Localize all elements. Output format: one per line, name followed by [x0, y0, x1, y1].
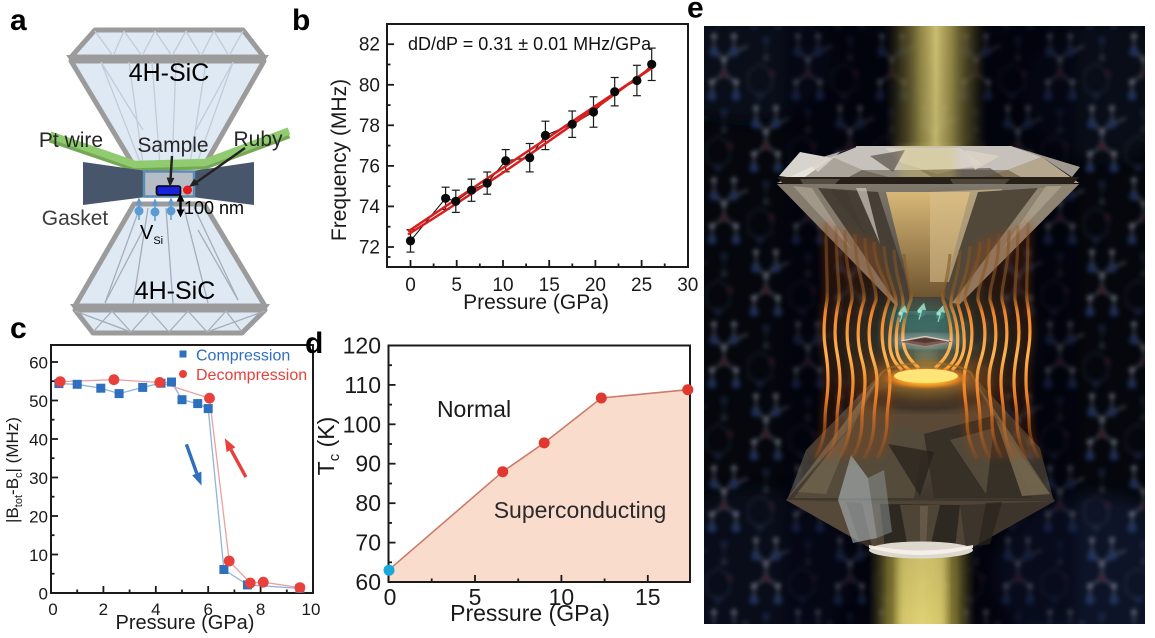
- svg-text:e: e: [687, 0, 704, 25]
- svg-text:4H-SiC: 4H-SiC: [135, 277, 216, 305]
- svg-text:|Btot-Bc| (MHz): |Btot-Bc| (MHz): [3, 417, 25, 523]
- svg-text:a: a: [10, 4, 27, 37]
- svg-text:20: 20: [585, 275, 606, 296]
- svg-text:110: 110: [344, 372, 381, 398]
- svg-text:72: 72: [359, 238, 380, 259]
- svg-text:Pt wire: Pt wire: [39, 129, 103, 152]
- svg-text:78: 78: [359, 116, 380, 137]
- svg-text:Decompression: Decompression: [196, 367, 307, 384]
- svg-text:Gasket: Gasket: [42, 207, 109, 230]
- svg-text:Compression: Compression: [196, 348, 290, 365]
- svg-text:Ruby: Ruby: [233, 128, 283, 151]
- svg-text:4: 4: [151, 600, 160, 619]
- svg-text:Pressure (GPa): Pressure (GPa): [463, 291, 609, 314]
- svg-text:5: 5: [469, 584, 482, 610]
- svg-text:0: 0: [384, 584, 397, 610]
- svg-text:15: 15: [635, 584, 661, 610]
- svg-text:0: 0: [405, 275, 416, 296]
- svg-text:5: 5: [451, 275, 462, 296]
- svg-text:25: 25: [631, 275, 652, 296]
- svg-text:100 nm: 100 nm: [184, 198, 244, 218]
- svg-text:70: 70: [355, 530, 381, 556]
- svg-text:b: b: [292, 4, 310, 37]
- svg-text:Superconducting: Superconducting: [494, 497, 667, 523]
- svg-text:0: 0: [39, 584, 48, 603]
- svg-text:Pressure (GPa): Pressure (GPa): [116, 612, 255, 634]
- svg-text:40: 40: [29, 430, 48, 449]
- svg-text:Pressure (GPa): Pressure (GPa): [450, 600, 610, 626]
- svg-text:10: 10: [29, 546, 48, 565]
- svg-text:Sample: Sample: [137, 134, 208, 157]
- svg-text:76: 76: [359, 156, 380, 177]
- svg-text:Normal: Normal: [437, 396, 511, 422]
- svg-text:Tc (K): Tc (K): [313, 417, 343, 476]
- svg-text:74: 74: [359, 197, 381, 218]
- svg-text:80: 80: [359, 75, 380, 96]
- svg-text:90: 90: [355, 451, 381, 477]
- svg-text:50: 50: [29, 392, 48, 411]
- svg-text:c: c: [10, 312, 27, 345]
- svg-text:100: 100: [343, 411, 381, 437]
- svg-text:80: 80: [355, 490, 381, 516]
- svg-text:Frequency (MHz): Frequency (MHz): [328, 79, 351, 241]
- svg-text:2: 2: [99, 600, 108, 619]
- svg-text:dD/dP = 0.31 ± 0.01 MHz/GPa: dD/dP = 0.31 ± 0.01 MHz/GPa: [408, 34, 652, 54]
- svg-text:120: 120: [343, 333, 381, 359]
- svg-text:60: 60: [29, 353, 48, 372]
- svg-text:10: 10: [302, 600, 321, 619]
- svg-text:15: 15: [539, 275, 560, 296]
- svg-text:4H-SiC: 4H-SiC: [129, 59, 210, 87]
- svg-text:20: 20: [29, 507, 48, 526]
- svg-text:6: 6: [203, 600, 212, 619]
- svg-text:0: 0: [48, 600, 57, 619]
- svg-text:d: d: [305, 327, 323, 360]
- svg-text:30: 30: [677, 275, 698, 296]
- svg-text:30: 30: [29, 469, 48, 488]
- svg-text:60: 60: [355, 569, 381, 595]
- svg-text:10: 10: [549, 584, 575, 610]
- svg-text:10: 10: [492, 275, 513, 296]
- svg-text:82: 82: [359, 35, 380, 56]
- svg-text:8: 8: [256, 600, 265, 619]
